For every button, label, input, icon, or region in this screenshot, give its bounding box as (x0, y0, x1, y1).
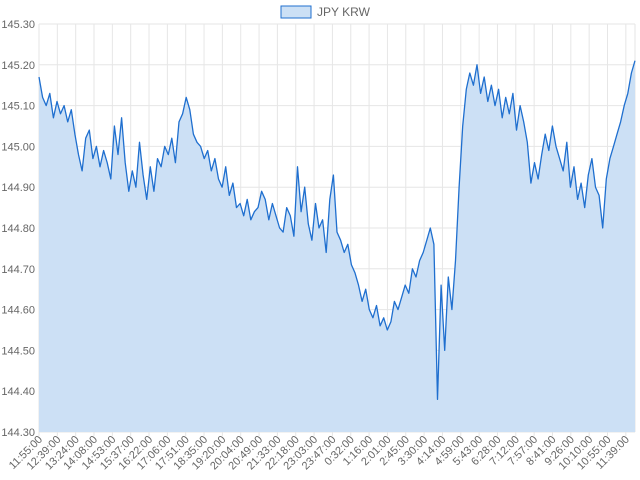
y-tick-label: 144.90 (1, 182, 35, 194)
y-tick-label: 145.10 (1, 101, 35, 113)
y-axis: 145.30 145.20 145.10 145.00 144.90 144.80 144.… (1, 19, 35, 439)
y-tick-label: 144.40 (1, 386, 35, 398)
legend[interactable]: JPY KRW (280, 5, 371, 19)
x-axis: 11:55:0012:39:0013:24:0014:08:0014:53:00… (7, 434, 632, 473)
legend-swatch (280, 5, 312, 19)
y-tick-label: 144.30 (1, 427, 35, 439)
y-tick-label: 144.80 (1, 223, 35, 235)
y-tick-label: 144.60 (1, 305, 35, 317)
y-tick-label: 145.30 (1, 19, 35, 31)
y-tick-label: 145.00 (1, 141, 35, 153)
legend-label: JPY KRW (317, 5, 371, 19)
y-tick-label: 145.20 (1, 60, 35, 72)
y-tick-label: 144.50 (1, 345, 35, 357)
y-tick-label: 144.70 (1, 264, 35, 276)
series-area-jpy-krw (39, 60, 635, 432)
series-line-jpy-krw (38, 60, 636, 401)
